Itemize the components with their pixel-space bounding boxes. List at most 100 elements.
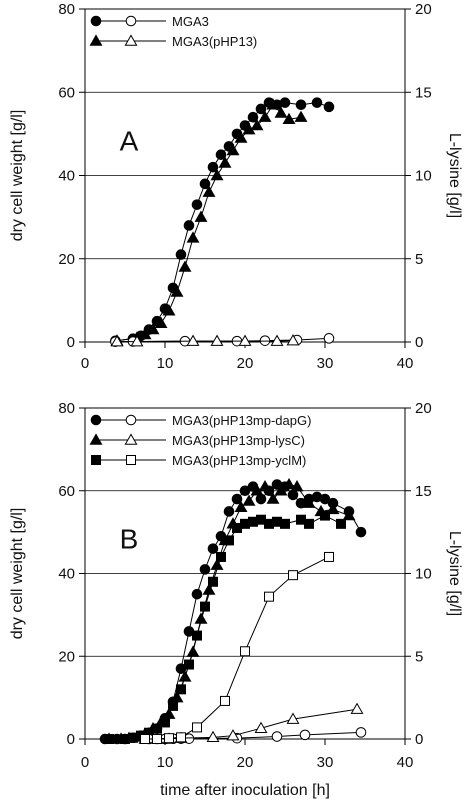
data-point — [324, 551, 334, 562]
y-axis-title: dry cell weight [g/l] — [9, 110, 26, 242]
data-point — [183, 220, 195, 231]
data-point — [192, 722, 202, 733]
y2-axis-title: L-lysine [g/l] — [446, 133, 463, 218]
y-tick-label: 60 — [58, 483, 75, 500]
data-point — [194, 612, 208, 624]
data-point — [282, 477, 296, 490]
panel-letter: A — [120, 126, 139, 157]
y2-tick-label: 10 — [415, 566, 432, 583]
data-point — [223, 506, 235, 517]
data-point — [302, 496, 316, 508]
data-point — [218, 156, 232, 168]
x-tick-label: 10 — [157, 355, 174, 372]
legend-marker — [90, 15, 102, 27]
data-point — [207, 543, 219, 554]
legend-marker — [124, 34, 138, 46]
data-point — [255, 103, 267, 115]
x-tick-label: 20 — [237, 355, 254, 372]
y2-tick-label: 5 — [415, 648, 423, 665]
series-line — [117, 340, 294, 343]
data-point — [294, 110, 308, 122]
y2-axis-title: L-lysine [g/l] — [446, 531, 463, 616]
y-tick-label: 40 — [58, 566, 75, 583]
data-point — [210, 334, 224, 346]
legend-marker — [124, 433, 138, 445]
legend: MGA3(pHP13mp-dapG) MGA3(pHP13mp-lysC) MGA3… — [89, 413, 311, 468]
data-point — [200, 601, 210, 612]
data-point — [199, 178, 211, 190]
data-point — [186, 231, 200, 243]
y-tick-label: 20 — [58, 648, 75, 665]
data-point — [199, 564, 211, 575]
data-point — [255, 493, 267, 505]
y2-tick-label: 0 — [415, 731, 423, 748]
legend-marker — [125, 15, 137, 27]
legend-marker — [90, 414, 102, 426]
data-point — [216, 551, 226, 562]
y2-tick-label: 20 — [415, 400, 432, 417]
y-tick-label: 0 — [67, 334, 75, 351]
data-point — [152, 734, 162, 744]
x-tick-label: 40 — [397, 355, 414, 372]
y-tick-label: 80 — [58, 400, 75, 417]
legend-marker — [126, 455, 136, 465]
data-point — [207, 161, 219, 173]
data-point — [146, 322, 160, 335]
data-point — [250, 118, 264, 131]
data-point — [206, 730, 220, 743]
y-tick-label: 60 — [58, 84, 75, 101]
series-3 — [104, 510, 346, 744]
legend-label: MGA3(pHP13mp-lysC) — [172, 433, 305, 448]
data-point — [266, 492, 280, 504]
series-4 — [110, 334, 300, 347]
data-point — [140, 734, 150, 744]
data-point — [176, 684, 186, 695]
data-point — [247, 111, 259, 123]
series-2 — [110, 98, 308, 346]
y2-tick-label: 15 — [415, 84, 432, 101]
data-point — [184, 659, 194, 670]
data-point — [154, 316, 168, 328]
series-6 — [140, 551, 334, 744]
legend: MGA3 MGA3(pHP13) — [89, 14, 257, 49]
legend-item: MGA3 — [90, 14, 209, 29]
data-point — [266, 98, 280, 110]
legend-marker — [89, 433, 103, 445]
legend-item: MGA3(pHP13mp-yclM) — [91, 453, 306, 468]
data-point — [286, 712, 300, 724]
data-point — [194, 210, 208, 222]
data-point — [299, 729, 311, 741]
legend-label: MGA3(pHP13) — [172, 34, 257, 49]
data-point — [258, 480, 272, 492]
x-tick-label: 10 — [157, 754, 174, 771]
data-point — [274, 484, 288, 496]
data-point — [295, 99, 307, 111]
x-tick-label: 0 — [81, 754, 89, 771]
data-point — [176, 732, 186, 743]
data-point — [311, 97, 323, 108]
panel-letter: B — [120, 524, 139, 555]
legend-item: MGA3(pHP13mp-dapG) — [90, 413, 311, 428]
y-tick-label: 20 — [58, 251, 75, 268]
legend-item: MGA3(pHP13mp-lysC) — [89, 433, 305, 448]
data-point — [258, 110, 272, 122]
series-1 — [110, 97, 335, 347]
x-tick-label: 20 — [237, 754, 254, 771]
data-point — [192, 630, 202, 641]
data-point — [290, 480, 304, 492]
data-point — [271, 731, 283, 742]
data-point — [279, 97, 291, 108]
data-point — [323, 101, 335, 113]
y-tick-label: 80 — [58, 1, 75, 18]
data-point — [175, 249, 187, 260]
data-point — [320, 510, 330, 521]
data-point — [274, 106, 288, 118]
data-point — [224, 535, 234, 546]
data-point — [162, 304, 176, 316]
legend-marker — [125, 414, 137, 426]
data-point — [238, 334, 252, 346]
y2-tick-label: 15 — [415, 483, 432, 500]
data-point — [168, 700, 178, 711]
data-point — [350, 702, 364, 714]
